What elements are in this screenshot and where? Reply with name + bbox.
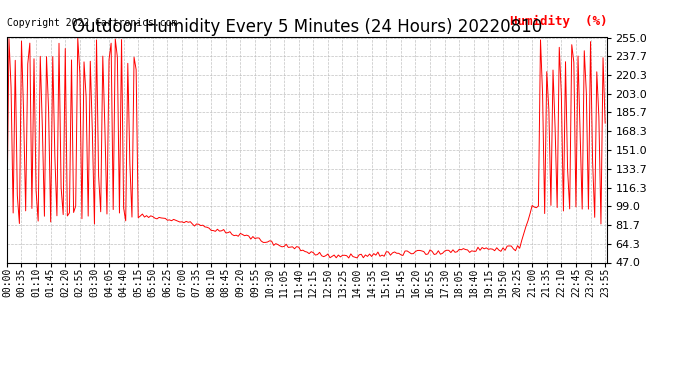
Title: Outdoor Humidity Every 5 Minutes (24 Hours) 20220810: Outdoor Humidity Every 5 Minutes (24 Hou… bbox=[72, 18, 542, 36]
Text: Copyright 2022 Cartronics.com: Copyright 2022 Cartronics.com bbox=[7, 18, 177, 28]
Text: Humidity  (%): Humidity (%) bbox=[510, 15, 607, 28]
